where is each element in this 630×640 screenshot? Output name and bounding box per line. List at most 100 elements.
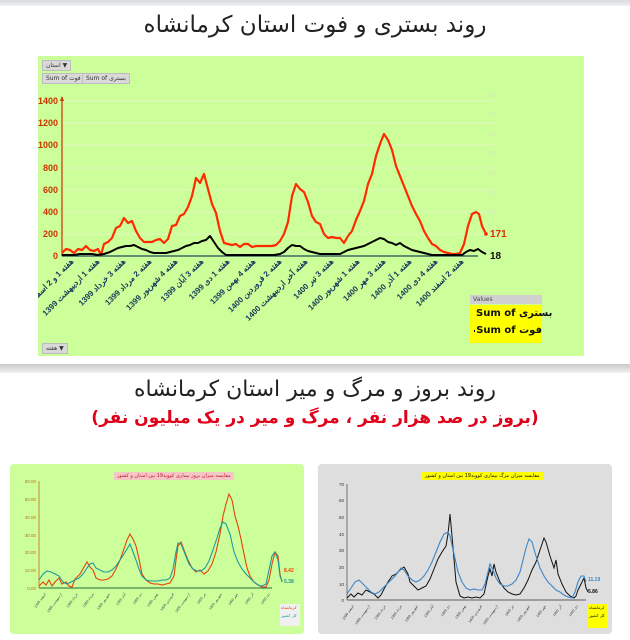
filter-pill[interactable]: استان ▼ [42, 60, 72, 71]
svg-text:1400 مهر: 1400 مهر [535, 604, 546, 618]
y-tick: 0 [53, 251, 58, 261]
svg-text:0.00: 0.00 [27, 586, 36, 591]
svg-text:1399 خرداد: 1399 خرداد [65, 591, 79, 608]
svg-text:1399 شهریور: 1399 شهریور [96, 591, 111, 610]
mortality-x-labels: 1398 اسفند 1399 اردیبهشت 1399 خرداد 1399… [341, 603, 579, 626]
svg-text:1400 شهریور: 1400 شهریور [516, 603, 531, 622]
page-title-middle: روند بروز و مرگ و میر استان کرمانشاه [134, 377, 496, 402]
svg-text:1398 اسفند: 1398 اسفند [33, 592, 47, 609]
svg-text:5.38: 5.38 [284, 579, 294, 585]
svg-text:1400 اردیبهشت: 1400 اردیبهشت [481, 604, 498, 626]
legend-item-deaths[interactable]: Sum of فوت [470, 322, 542, 339]
page-subtitle-middle: (بروز در صد هزار نفر ، مرگ و میر در یک م… [91, 408, 539, 428]
y2-tick: 400 [488, 171, 497, 177]
y2-tick: 800 [488, 93, 497, 99]
mortality-chart-panel: مقایسه میزان مرگ بیماری کووید19 بین استا… [318, 464, 612, 634]
svg-text:1399 بهمن: 1399 بهمن [146, 592, 158, 607]
svg-text:1399 خرداد: 1399 خرداد [373, 603, 387, 620]
svg-text:1400 تیر: 1400 تیر [196, 592, 207, 605]
svg-text:1399 دی: 1399 دی [440, 604, 451, 617]
legend-item-country: کل کشور [281, 613, 297, 618]
legend-label: Sum of بستری [476, 308, 553, 319]
y-tick: 600 [43, 185, 58, 195]
y2-tick: 700 [488, 112, 497, 118]
svg-text:1400 تیر: 1400 تیر [504, 604, 515, 617]
svg-text:8.42: 8.42 [284, 568, 294, 574]
legend-item-country: کل کشور [589, 613, 605, 618]
legend-label: Sum of فوت [476, 325, 542, 336]
svg-text:50.00: 50.00 [25, 497, 37, 502]
svg-text:1400 شهریور: 1400 شهریور [208, 591, 223, 610]
svg-text:1400 اردیبهشت: 1400 اردیبهشت [173, 592, 190, 614]
end-label-red: 171 [490, 229, 507, 240]
legend-header: Values [470, 295, 542, 304]
svg-text:40.00: 40.00 [25, 515, 37, 520]
svg-text:هفته 4 بهمن 1399: هفته 4 بهمن 1399 [208, 257, 258, 307]
svg-text:1400 فروردین: 1400 فروردین [160, 592, 175, 612]
svg-text:60: 60 [339, 498, 345, 503]
main-line-chart: 1400 1200 1000 800 600 400 200 0 800 700… [38, 93, 507, 324]
svg-text:1399 آبان: 1399 آبان [114, 591, 127, 606]
y-tick: 800 [43, 163, 58, 173]
y2-tick: 200 [488, 210, 497, 216]
svg-text:1399 مرداد: 1399 مرداد [389, 604, 403, 621]
legend-item-province: کرمانشاه [589, 605, 605, 610]
field-pill-hospital[interactable]: Sum of بستری [82, 73, 130, 84]
svg-text:70: 70 [339, 482, 345, 487]
svg-text:0: 0 [341, 598, 344, 603]
svg-text:1399 دی: 1399 دی [132, 592, 143, 605]
svg-text:1400 دی: 1400 دی [260, 592, 271, 605]
svg-text:11.19: 11.19 [588, 577, 600, 583]
main-chart-panel: استان ▼ Sum of فوت Sum of بستری هفته ▼ 1… [38, 56, 584, 356]
legend-item-province: کرمانشاه [281, 605, 297, 610]
legend-item-hospital[interactable]: Sum of بستری [470, 305, 552, 322]
incidence-line-chart: 60.00 50.00 40.00 30.00 20.00 10.00 0.00… [25, 479, 294, 614]
y-tick: 1200 [38, 118, 58, 128]
incidence-chart-title: مقایسه میزان بروز بیماری کووید19 بین است… [114, 472, 234, 480]
svg-text:1399 مرداد: 1399 مرداد [81, 592, 95, 609]
svg-text:1398 اسفند: 1398 اسفند [341, 604, 355, 621]
page-title-top: روند بستری و فوت استان کرمانشاه [143, 12, 487, 38]
x-axis-labels: هفته 1 و 2 اسفند 1398 هفته 1 اردیبهشت 13… [38, 256, 465, 324]
incidence-x-labels: 1398 اسفند 1399 اردیبهشت 1399 خرداد 1399… [33, 591, 271, 614]
svg-text:10.00: 10.00 [25, 568, 37, 573]
y-tick: 400 [43, 207, 58, 217]
svg-text:1400 مهر: 1400 مهر [227, 592, 238, 606]
top-bar [0, 0, 630, 6]
svg-text:30.00: 30.00 [25, 533, 37, 538]
incidence-legend: کرمانشاه کل کشور [280, 604, 300, 626]
svg-text:1399 شهریور: 1399 شهریور [404, 603, 419, 622]
svg-text:1399 آبان: 1399 آبان [422, 603, 435, 618]
y2-tick: 500 [488, 151, 497, 157]
svg-text:20: 20 [339, 565, 345, 570]
y-tick: 1400 [38, 96, 58, 106]
y2-tick: 100 [488, 229, 497, 235]
y2-tick: 300 [488, 190, 497, 196]
y-tick: 1000 [38, 140, 58, 150]
main-legend: Sum of بستری Sum of فوت [470, 305, 552, 343]
mortality-line-chart: 70 60 50 40 30 20 10 0 11.19 5.86 1398 ا… [339, 482, 600, 626]
svg-text:1399 اردیبهشت: 1399 اردیبهشت [353, 604, 370, 626]
svg-text:1399 بهمن: 1399 بهمن [454, 604, 466, 619]
section-separator [0, 364, 630, 373]
mortality-chart-title: مقایسه میزان مرگ بیماری کووید19 بین استا… [422, 472, 543, 480]
incidence-chart-panel: مقایسه میزان بروز بیماری کووید19 بین است… [10, 464, 304, 634]
y-tick: 200 [43, 229, 58, 239]
svg-text:1399 اردیبهشت: 1399 اردیبهشت [45, 592, 62, 614]
end-label-black: 18 [490, 251, 502, 262]
svg-text:هفته 2 اسفند 1400: هفته 2 اسفند 1400 [414, 257, 465, 308]
svg-text:40: 40 [339, 532, 345, 537]
svg-text:1400 آذر: 1400 آذر [551, 603, 563, 617]
svg-text:5.86: 5.86 [588, 589, 598, 595]
y2-tick: 600 [488, 132, 497, 138]
mortality-legend: کرمانشاه کل کشور [588, 604, 608, 628]
svg-text:50: 50 [339, 515, 345, 520]
svg-text:60.00: 60.00 [25, 479, 37, 484]
svg-text:10: 10 [339, 582, 345, 587]
svg-text:1400 فروردین: 1400 فروردین [468, 604, 483, 624]
svg-text:1400 آذر: 1400 آذر [243, 591, 255, 605]
svg-text:30: 30 [339, 548, 345, 553]
svg-text:20.00: 20.00 [25, 550, 37, 555]
svg-text:1400 دی: 1400 دی [568, 604, 579, 617]
week-pill[interactable]: هفته ▼ [42, 343, 68, 354]
